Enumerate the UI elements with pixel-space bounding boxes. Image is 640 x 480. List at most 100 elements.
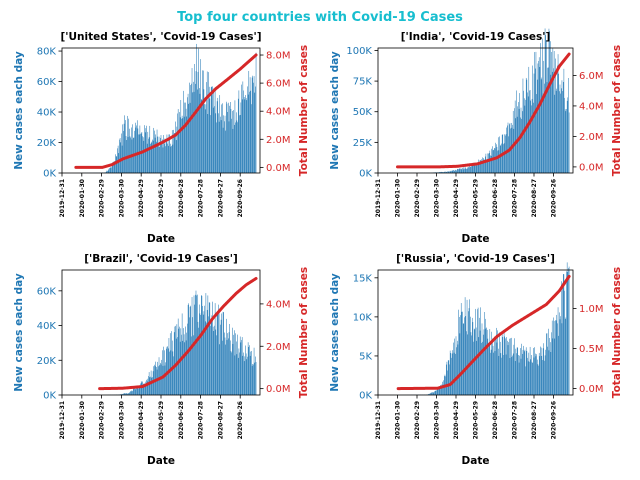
- bar: [475, 162, 476, 173]
- x-tick-label: 2020-08-27: [217, 401, 224, 439]
- bar: [474, 162, 476, 173]
- right-tick-label: 6.0M: [579, 71, 604, 82]
- bar: [254, 362, 255, 395]
- left-tick-label: 0K: [43, 169, 56, 180]
- bar: [215, 329, 217, 395]
- bar: [449, 170, 451, 173]
- bar: [162, 139, 163, 173]
- bar: [473, 162, 474, 173]
- bar: [207, 113, 209, 173]
- bar: [232, 327, 233, 395]
- bar: [170, 350, 172, 395]
- bar: [144, 125, 145, 173]
- bar: [550, 74, 552, 173]
- bar: [445, 171, 446, 173]
- bar: [110, 167, 112, 173]
- bar: [185, 340, 187, 395]
- bar: [250, 90, 252, 173]
- bar: [451, 170, 452, 173]
- bar: [472, 322, 474, 395]
- bar: [466, 299, 468, 395]
- bar: [124, 393, 125, 395]
- bar: [536, 359, 538, 395]
- bar-series: [76, 43, 257, 174]
- bar: [539, 66, 541, 173]
- bar: [146, 143, 148, 173]
- bar: [136, 388, 138, 395]
- bar: [223, 115, 224, 173]
- bar: [163, 346, 164, 395]
- bar: [520, 107, 522, 173]
- bar: [177, 337, 178, 395]
- bar: [516, 90, 517, 173]
- right-tick-label: 0.0M: [579, 384, 604, 395]
- bar: [558, 73, 559, 173]
- bar: [429, 393, 430, 395]
- bar: [136, 120, 138, 173]
- bar: [568, 268, 569, 395]
- bar: [520, 117, 521, 173]
- bar: [162, 350, 163, 395]
- bar: [474, 329, 476, 395]
- bar: [139, 385, 141, 395]
- bar: [156, 129, 158, 173]
- bar: [493, 352, 494, 395]
- bar: [534, 347, 535, 395]
- left-tick-label: 40K: [37, 321, 57, 332]
- bar: [440, 385, 441, 395]
- bar: [109, 168, 110, 173]
- bar: [507, 345, 509, 395]
- bar: [499, 332, 500, 395]
- bar: [501, 143, 502, 173]
- x-tick-label: 2020-03-30: [434, 401, 441, 439]
- bar: [181, 115, 183, 173]
- bar: [460, 168, 462, 173]
- right-tick-label: 1.0M: [579, 304, 604, 315]
- bar: [255, 362, 257, 395]
- right-tick-label: 4.0M: [579, 101, 604, 112]
- bar: [497, 150, 498, 173]
- bar: [216, 313, 218, 395]
- bar: [550, 352, 552, 395]
- bar: [209, 302, 211, 395]
- bar: [216, 122, 217, 173]
- bar: [551, 332, 552, 395]
- bar: [210, 325, 211, 395]
- bar: [208, 72, 209, 173]
- bar: [499, 145, 501, 173]
- x-tick-label: 2020-09-26: [551, 401, 558, 439]
- bar: [441, 384, 442, 395]
- bar: [225, 344, 226, 395]
- bar: [126, 393, 127, 395]
- bar: [488, 153, 489, 173]
- bar: [547, 67, 548, 173]
- bar: [452, 170, 454, 173]
- bar: [482, 157, 483, 173]
- bar: [529, 90, 530, 173]
- bar: [446, 171, 448, 173]
- bar: [166, 348, 167, 395]
- bar: [148, 376, 149, 395]
- bar: [249, 345, 250, 395]
- bar: [477, 307, 479, 395]
- left-tick-label: 25K: [353, 138, 373, 149]
- bar: [240, 102, 242, 173]
- bar: [454, 338, 455, 395]
- bar: [187, 97, 188, 173]
- bar: [568, 78, 569, 173]
- bar: [197, 321, 199, 395]
- bar: [128, 393, 129, 395]
- bar: [237, 334, 238, 395]
- bar: [154, 137, 156, 173]
- bar: [197, 89, 198, 173]
- x-tick-label: 2020-01-30: [79, 401, 86, 439]
- chart-panel: 0K 5K 10K 15K 0.0M 0.5M 1.0M 2019-12-31 2020-01-…: [329, 253, 623, 467]
- bar: [477, 165, 478, 173]
- bar: [513, 128, 515, 173]
- bar: [241, 99, 243, 173]
- bar: [559, 319, 561, 395]
- bar: [503, 144, 504, 173]
- bar: [248, 346, 250, 395]
- bar: [562, 274, 564, 395]
- bar: [168, 134, 170, 173]
